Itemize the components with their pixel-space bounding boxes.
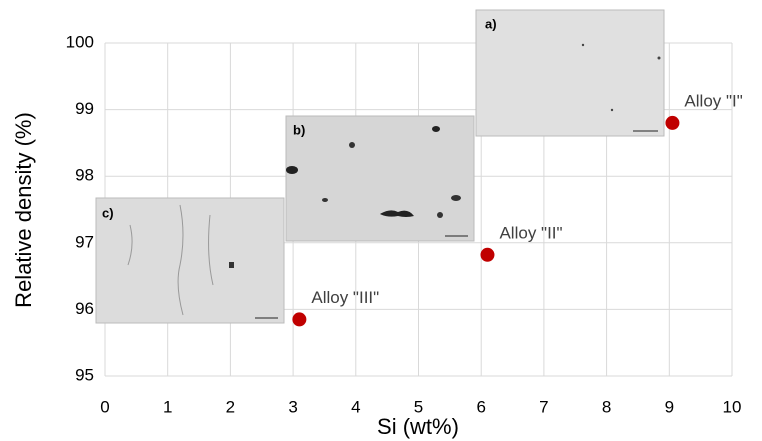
pore xyxy=(380,210,414,217)
x-tick-label: 5 xyxy=(414,397,423,416)
x-tick-label: 0 xyxy=(100,397,109,416)
point-label: Alloy "III" xyxy=(311,288,379,307)
pore xyxy=(610,108,614,112)
pore xyxy=(432,126,440,132)
inset-c: c) xyxy=(95,197,285,324)
y-tick-label: 97 xyxy=(75,232,94,251)
pore xyxy=(437,212,443,218)
x-tick-label: 2 xyxy=(226,397,235,416)
pore xyxy=(322,198,328,202)
x-tick-label: 10 xyxy=(723,397,742,416)
pore xyxy=(349,142,355,148)
y-tick-label: 96 xyxy=(75,299,94,318)
x-tick-label: 6 xyxy=(476,397,485,416)
pore xyxy=(286,166,298,174)
inset-a: a) xyxy=(475,9,665,137)
marks: 95 96 97 98 99 100 0 1 2 3 4 5 6 7 8 9 10 Alloy "III" Allo… xyxy=(66,32,743,416)
y-tick-label: 95 xyxy=(75,365,94,384)
x-tick-label: 7 xyxy=(539,397,548,416)
x-tick-label: 1 xyxy=(163,397,172,416)
x-tick-label: 8 xyxy=(602,397,611,416)
point xyxy=(665,115,680,130)
y-tick-label: 99 xyxy=(75,99,94,118)
point-label: Alloy "I" xyxy=(684,91,742,110)
grid xyxy=(104,42,733,377)
x-tick-label: 9 xyxy=(665,397,674,416)
inset-b: b) xyxy=(285,115,475,242)
point xyxy=(480,247,495,262)
y-tick-label: 100 xyxy=(66,32,94,51)
inset-label: c) xyxy=(102,205,114,220)
point-label: Alloy "II" xyxy=(499,223,562,242)
inset-label: b) xyxy=(293,122,305,137)
y-axis-title: Relative density (%) xyxy=(11,112,36,308)
point xyxy=(292,312,307,327)
x-tick-label: 4 xyxy=(351,397,360,416)
inset-label: a) xyxy=(485,16,497,31)
crack xyxy=(127,204,214,316)
insets: c) b) a) xyxy=(95,9,665,324)
micrograph xyxy=(95,197,285,324)
pore xyxy=(657,56,661,60)
x-tick-label: 3 xyxy=(288,397,297,416)
pore xyxy=(451,195,461,201)
pore xyxy=(581,43,585,47)
y-tick-label: 98 xyxy=(75,166,94,185)
pore xyxy=(229,262,234,268)
micrograph xyxy=(285,115,475,242)
x-axis-title: Si (wt%) xyxy=(377,414,459,439)
micrograph xyxy=(475,9,665,137)
